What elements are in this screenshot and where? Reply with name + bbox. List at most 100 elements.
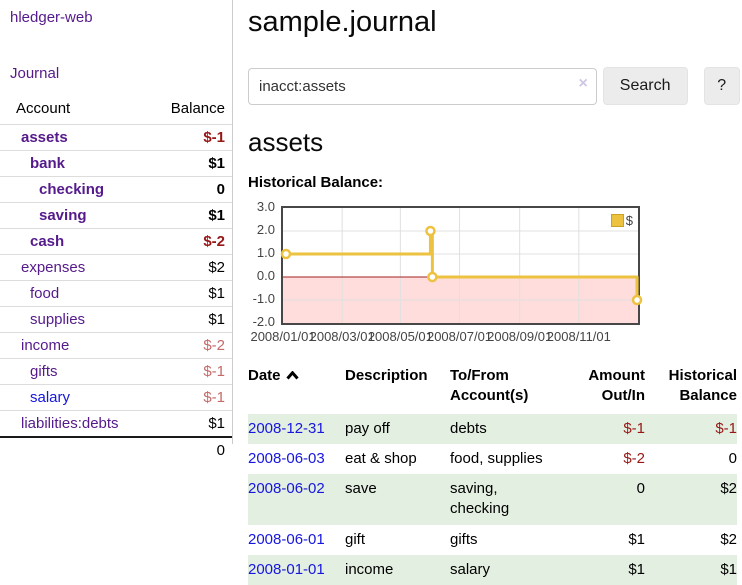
historical-balance-chart: 3.0 2.0 1.0 0.0 -1.0 -2.0 $ 2008/01/01 2008/03…	[248, 199, 740, 350]
transaction-row: 2008-06-01 gift gifts $1 $2	[248, 525, 737, 555]
account-row: liabilities:debts $1	[0, 410, 232, 438]
transaction-amount: $1	[560, 554, 645, 585]
search-help-button[interactable]: ?	[703, 67, 740, 105]
account-balance: $-1	[152, 358, 232, 385]
balance-chart-svg	[280, 208, 643, 323]
transaction-description: save	[345, 474, 450, 525]
transaction-balance: $-1	[645, 413, 737, 444]
transaction-row: 2008-01-01 income salary $1 $1	[248, 554, 737, 585]
transaction-amount: $-1	[560, 413, 645, 444]
y-tick-label: 2.0	[256, 222, 275, 237]
transaction-row: 2008-12-31 pay off debts $-1 $-1	[248, 413, 737, 444]
transaction-date-link[interactable]: 2008-06-02	[248, 480, 325, 497]
x-tick-label: 2008/01/01	[250, 329, 316, 344]
search-box: ×	[248, 67, 597, 105]
register-table: Date Description To/From Account(s) Amou…	[248, 364, 737, 585]
search-input[interactable]	[248, 67, 597, 105]
sidebar-item-journal[interactable]: Journal	[10, 65, 60, 82]
account-row: gifts $-1	[0, 358, 232, 385]
balance-column-header: Balance	[152, 97, 232, 125]
account-row: checking 0	[0, 176, 232, 203]
transaction-balance: $2	[720, 530, 737, 548]
account-balance: $2	[152, 254, 232, 281]
transaction-description: gift	[345, 530, 366, 548]
account-row: bank $1	[0, 150, 232, 177]
clear-search-icon[interactable]: ×	[578, 74, 588, 92]
account-row: cash $-2	[0, 228, 232, 255]
sidebar: hledger-web Journal Account Balance asse…	[0, 0, 233, 463]
y-tick-label: 1.0	[256, 245, 275, 260]
account-balance: $-2	[152, 332, 232, 359]
brand-link[interactable]: hledger-web	[10, 9, 93, 26]
account-row: expenses $2	[0, 254, 232, 281]
transaction-balance: 0	[728, 449, 737, 467]
transaction-amount: $1	[628, 530, 645, 548]
account-balance: $1	[152, 306, 232, 333]
account-link-gifts[interactable]: gifts	[30, 363, 58, 380]
transaction-row: 2008-06-03 eat & shop food, supplies $-2…	[248, 444, 737, 474]
transaction-date-link[interactable]: 2008-12-31	[248, 419, 325, 437]
account-link-supplies[interactable]: supplies	[30, 311, 86, 328]
transaction-row: 2008-06-02 save saving, checking 0 $2	[248, 474, 737, 525]
accounts-total-row: 0	[0, 436, 232, 463]
search-button[interactable]: Search	[602, 67, 688, 105]
account-balance: $1	[152, 280, 232, 307]
search-form: × Search ?	[248, 67, 740, 105]
description-column-header: Description	[345, 367, 428, 384]
transaction-accounts: food, supplies	[450, 449, 543, 467]
transaction-date-link[interactable]: 2008-06-01	[248, 530, 325, 548]
account-column-header: Account	[0, 97, 153, 125]
transaction-balance: $2	[645, 474, 737, 525]
account-link-saving[interactable]: saving	[39, 207, 87, 224]
x-tick-label: 2008/05/01	[367, 329, 433, 344]
account-link-food[interactable]: food	[30, 285, 60, 302]
y-tick-label: 3.0	[256, 199, 275, 214]
account-balance: $1	[152, 410, 232, 438]
account-link-expenses[interactable]: expenses	[21, 259, 86, 276]
date-column-header[interactable]: Date	[248, 364, 345, 414]
account-row: food $1	[0, 280, 232, 307]
account-link-checking[interactable]: checking	[39, 181, 105, 198]
y-tick-label: 0.0	[256, 268, 275, 283]
account-link-liabilities-debts[interactable]: liabilities:debts	[21, 415, 119, 432]
transaction-description: pay off	[345, 413, 450, 444]
y-tick-label: -2.0	[252, 314, 275, 329]
accounts-column-header: To/From Account(s)	[450, 367, 529, 405]
account-balance: $-1	[152, 124, 232, 151]
main-content: sample.journal × Search ? assets Histori…	[248, 0, 740, 585]
account-row: saving $1	[0, 202, 232, 229]
account-row: income $-2	[0, 332, 232, 359]
register-header-row: Date Description To/From Account(s) Amou…	[248, 364, 737, 414]
account-link-assets[interactable]: assets	[21, 129, 68, 146]
legend-swatch-icon	[610, 214, 624, 227]
account-balance: 0	[152, 176, 232, 203]
x-tick-label: 2008/11/01	[546, 329, 611, 344]
account-link-cash[interactable]: cash	[30, 233, 65, 250]
account-link-income[interactable]: income	[21, 337, 70, 354]
account-row: assets $-1	[0, 124, 232, 151]
accounts-total-value: 0	[152, 436, 232, 463]
legend-label: $	[625, 213, 633, 228]
y-tick-label: -1.0	[252, 291, 275, 306]
page-title: sample.journal	[248, 6, 437, 38]
transaction-date-link[interactable]: 2008-01-01	[248, 560, 325, 578]
account-row: salary $-1	[0, 384, 232, 411]
account-link-bank[interactable]: bank	[30, 155, 66, 172]
chart-plot-area: $	[280, 206, 643, 325]
account-heading: assets	[248, 127, 324, 157]
account-balance: $-2	[152, 228, 232, 255]
transaction-accounts: salary	[450, 554, 560, 585]
transaction-accounts: debts	[450, 413, 560, 444]
transaction-amount: 0	[560, 474, 645, 525]
chart-title: Historical Balance:	[248, 174, 384, 191]
sort-ascending-icon	[285, 366, 299, 386]
transaction-accounts: saving, checking	[450, 474, 560, 525]
amount-column-header: Amount Out/In	[588, 367, 645, 405]
account-row: supplies $1	[0, 306, 232, 333]
transaction-description: income	[345, 554, 450, 585]
account-balance: $-1	[152, 384, 232, 411]
transaction-date-link[interactable]: 2008-06-03	[248, 449, 325, 467]
transaction-balance: $1	[645, 554, 737, 585]
x-tick-label: 2008/03/01	[309, 329, 375, 344]
account-link-salary[interactable]: salary	[30, 389, 71, 406]
